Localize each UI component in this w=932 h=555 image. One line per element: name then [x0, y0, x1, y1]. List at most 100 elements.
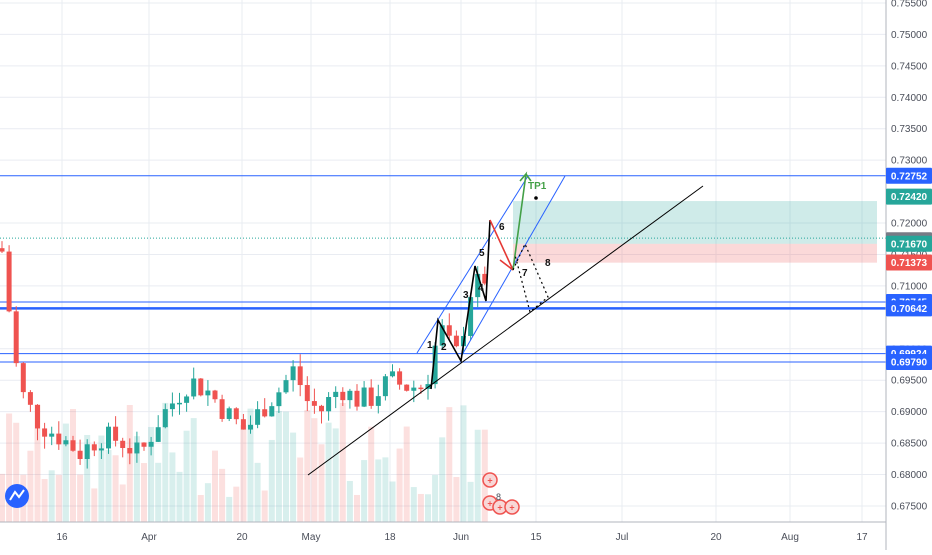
candle-body — [255, 409, 261, 425]
volume-bar — [297, 457, 304, 522]
candle-body — [446, 325, 452, 336]
candle-body — [432, 345, 438, 385]
candle-body — [475, 273, 481, 298]
candle-body — [290, 366, 296, 381]
volume-bar — [27, 450, 34, 522]
volume-bar — [268, 439, 275, 522]
candle-body — [333, 391, 339, 398]
price-badge — [886, 300, 932, 317]
volume-bar — [254, 462, 261, 522]
x-tick-label: Aug — [781, 532, 799, 543]
wave-label: 4 — [478, 283, 484, 294]
volume-bar — [403, 426, 410, 522]
candle-body — [205, 390, 211, 396]
candle-body — [98, 448, 104, 451]
y-tick-label: 0.73000 — [891, 156, 928, 167]
volume-bar — [474, 429, 481, 522]
volume-bar — [183, 430, 190, 522]
price-badge-label: 0.72420 — [891, 192, 928, 203]
candle-body — [375, 396, 381, 406]
wave-label: 5 — [479, 248, 485, 259]
x-tick-label: Jun — [453, 532, 469, 543]
volume-bar — [0, 473, 5, 522]
event-marker-glyph: + — [487, 499, 492, 509]
stop-zone — [513, 243, 877, 263]
candle-body — [311, 401, 317, 406]
horizontal-levels — [0, 175, 886, 363]
candle-body — [269, 406, 275, 417]
event-marker-icon[interactable] — [504, 499, 520, 515]
event-marker-glyph: + — [487, 476, 492, 486]
x-tick-label: Apr — [141, 532, 157, 543]
y-tick-label: 0.69000 — [891, 407, 928, 418]
candle-body — [148, 441, 154, 447]
candle-body — [219, 399, 225, 419]
wave-label: 3 — [463, 290, 469, 301]
event-marker-icon[interactable] — [482, 472, 498, 488]
volume-bar — [283, 411, 289, 522]
volume-bar — [148, 426, 155, 522]
candle-body — [162, 409, 168, 428]
candle-body — [382, 376, 388, 397]
event-count: 8 — [496, 492, 501, 502]
candle-body — [397, 371, 403, 385]
wave-label: 6 — [499, 222, 505, 233]
y-tick-label: 0.67500 — [891, 501, 928, 512]
volume-bar — [446, 407, 453, 522]
event-markers[interactable]: + + + +8 — [5, 472, 520, 515]
y-tick-label: 0.68000 — [891, 470, 928, 481]
volume-bar — [417, 493, 424, 522]
volume-bar — [98, 435, 105, 522]
grid — [0, 0, 886, 522]
wave-label: 8 — [545, 258, 551, 269]
candle-body — [262, 409, 268, 417]
volume-bar — [247, 408, 254, 522]
candle-body — [354, 390, 360, 407]
candle-body — [304, 385, 310, 402]
volume-bar — [155, 462, 162, 522]
candle-body — [49, 433, 55, 437]
wave-label: 2 — [441, 342, 447, 353]
volume-bar — [233, 486, 240, 522]
candle-body — [390, 371, 395, 377]
y-tick-label: 0.69500 — [891, 376, 928, 387]
candle-body — [212, 390, 218, 400]
volume-bar — [77, 474, 84, 522]
price-badge — [886, 353, 932, 370]
volume-bar — [212, 450, 218, 522]
x-tick-label: 20 — [236, 532, 248, 543]
volume-bar — [55, 474, 62, 522]
volume-bar — [141, 463, 147, 522]
target-zone — [513, 201, 877, 244]
y-tick-label: 0.68500 — [891, 439, 928, 450]
event-marker-glyph: + — [497, 503, 502, 513]
volume-bar — [460, 405, 467, 522]
volume-bar — [325, 422, 332, 522]
volume-bar — [410, 487, 417, 522]
price-badge-label: 0.71670 — [891, 239, 928, 250]
volume-bar — [396, 448, 403, 522]
candle-body — [453, 335, 459, 347]
wave-label: 7 — [522, 268, 528, 279]
candle-body — [70, 440, 76, 451]
candle-body — [184, 396, 190, 403]
volume-bar — [304, 410, 311, 522]
volume-bar — [133, 436, 140, 522]
volume-bar — [467, 481, 474, 522]
wave-zigzag — [430, 219, 491, 390]
candle-body — [155, 427, 161, 442]
candle-body — [198, 378, 204, 396]
volume-bar — [354, 494, 360, 522]
x-tick-label: Jul — [616, 532, 629, 543]
volume-bar — [62, 423, 69, 522]
candle-body — [482, 273, 488, 284]
candle-body — [340, 391, 346, 401]
volume-bar — [332, 428, 339, 522]
price-badge — [886, 167, 932, 184]
tp1-dot — [534, 196, 538, 200]
volume-bar — [112, 455, 119, 522]
price-badge — [886, 254, 932, 271]
